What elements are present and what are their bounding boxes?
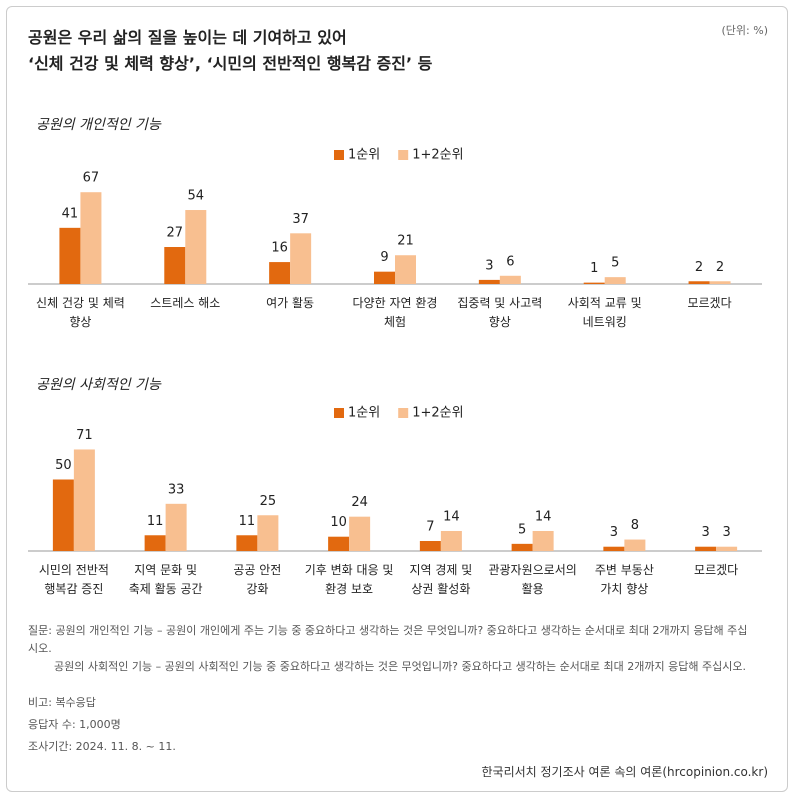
bar bbox=[349, 516, 371, 551]
bar bbox=[395, 255, 416, 284]
value-label: 27 bbox=[167, 226, 184, 241]
title-line: 공원은 우리 삶의 질을 높이는 데 기여하고 있어 bbox=[28, 28, 347, 47]
value-label: 8 bbox=[631, 518, 639, 533]
bar bbox=[165, 503, 187, 551]
legend-swatch bbox=[398, 150, 409, 160]
value-label: 25 bbox=[260, 494, 277, 509]
bar bbox=[603, 546, 625, 551]
chart-subtitle: 공원의 사회적인 기능 bbox=[36, 377, 162, 393]
bar bbox=[688, 281, 710, 284]
bar bbox=[144, 535, 166, 551]
value-label: 7 bbox=[426, 519, 434, 534]
bar bbox=[709, 281, 731, 284]
x-tick-label: 지역 경제 및 상권 활성화 bbox=[409, 563, 473, 596]
bar bbox=[290, 233, 312, 284]
bar bbox=[624, 539, 646, 551]
bar bbox=[185, 210, 207, 284]
chart-subtitle: 공원의 개인적인 기능 bbox=[36, 117, 162, 133]
value-label: 1 bbox=[590, 261, 598, 276]
bar bbox=[80, 192, 102, 284]
value-label: 37 bbox=[292, 212, 309, 227]
legend-swatch bbox=[398, 408, 409, 418]
x-tick-label: 스트레스 해소 bbox=[150, 296, 221, 310]
value-label: 21 bbox=[397, 234, 414, 249]
x-tick-label: 모르겠다 bbox=[694, 563, 739, 577]
x-tick-label: 집중력 및 사고력 향상 bbox=[457, 296, 543, 329]
value-label: 6 bbox=[506, 254, 514, 269]
value-label: 9 bbox=[380, 250, 388, 265]
value-label: 5 bbox=[611, 256, 619, 271]
bar bbox=[52, 479, 74, 551]
bar bbox=[695, 546, 717, 551]
bar bbox=[257, 515, 279, 551]
unit: (단위: %) bbox=[721, 24, 768, 37]
note: 비고: 복수응답 bbox=[28, 696, 96, 709]
x-tick-label: 기후 변화 대응 및 환경 보호 bbox=[304, 563, 394, 596]
value-label: 16 bbox=[271, 241, 288, 256]
bar bbox=[478, 279, 500, 284]
bar bbox=[604, 277, 626, 284]
value-label: 24 bbox=[351, 495, 368, 510]
value-label: 71 bbox=[76, 428, 93, 443]
bar bbox=[716, 546, 738, 551]
value-label: 41 bbox=[62, 206, 79, 221]
note: 공원의 사회적인 기능 – 공원의 사회적인 기능 중 중요하다고 생각하는 것… bbox=[54, 660, 746, 673]
note: 조사기간: 2024. 11. 8. ~ 11. bbox=[28, 740, 176, 753]
value-label: 11 bbox=[239, 514, 256, 529]
x-tick-label: 다양한 자연 환경 체험 bbox=[352, 296, 438, 329]
value-label: 3 bbox=[722, 525, 730, 540]
x-tick-label: 사회적 교류 및 네트워킹 bbox=[567, 296, 642, 329]
legend-swatch bbox=[334, 150, 344, 160]
x-tick-label: 여가 활동 bbox=[266, 296, 315, 310]
note: 응답자 수: 1,000명 bbox=[28, 718, 121, 731]
x-tick-label: 공공 안전 강화 bbox=[233, 563, 282, 596]
bar bbox=[532, 530, 554, 551]
legend-label: 1+2순위 bbox=[412, 148, 463, 163]
value-label: 2 bbox=[695, 260, 703, 275]
bar bbox=[269, 262, 291, 284]
x-tick-label: 시민의 전반적 행복감 증진 bbox=[38, 563, 109, 596]
value-label: 3 bbox=[610, 525, 618, 540]
value-label: 3 bbox=[485, 258, 493, 273]
bar bbox=[511, 543, 533, 551]
legend-swatch bbox=[334, 408, 344, 418]
frame bbox=[6, 6, 788, 792]
value-label: 33 bbox=[168, 482, 185, 497]
value-label: 3 bbox=[701, 525, 709, 540]
x-tick-label: 주변 부동산 가치 향상 bbox=[594, 563, 654, 596]
note: 질문: 공원의 개인적인 기능 – 공원이 개인에게 주는 기능 중 중요하다고… bbox=[28, 624, 748, 655]
x-tick-label: 신체 건강 및 체력 향상 bbox=[36, 296, 125, 329]
value-label: 14 bbox=[443, 509, 460, 524]
legend-label: 1순위 bbox=[348, 406, 380, 421]
bar bbox=[440, 530, 462, 551]
bar bbox=[164, 247, 186, 284]
value-label: 10 bbox=[330, 515, 347, 530]
title-line: ‘신체 건강 및 체력 향상’, ‘시민의 전반적인 행복감 증진’ 등 bbox=[28, 54, 433, 73]
bar bbox=[236, 535, 258, 551]
bar bbox=[499, 275, 521, 284]
value-label: 14 bbox=[535, 509, 552, 524]
bar bbox=[328, 536, 350, 551]
value-label: 5 bbox=[518, 522, 526, 537]
x-tick-label: 지역 문화 및 축제 활동 공간 bbox=[128, 563, 203, 596]
legend-label: 1+2순위 bbox=[412, 406, 463, 421]
bar bbox=[73, 449, 95, 551]
value-label: 50 bbox=[55, 458, 72, 473]
bar bbox=[419, 540, 441, 551]
value-label: 54 bbox=[188, 189, 205, 204]
bar bbox=[374, 271, 395, 284]
value-label: 67 bbox=[83, 171, 100, 186]
source: 한국리서치 정기조사 여론 속의 여론(hrcopinion.co.kr) bbox=[481, 765, 768, 779]
value-label: 11 bbox=[147, 514, 164, 529]
value-label: 2 bbox=[716, 260, 724, 275]
x-tick-label: 관광자원으로서의 활용 bbox=[488, 563, 577, 596]
bar bbox=[583, 282, 605, 284]
x-tick-label: 모르겠다 bbox=[687, 296, 732, 310]
bar bbox=[59, 227, 81, 284]
legend-label: 1순위 bbox=[348, 148, 380, 163]
